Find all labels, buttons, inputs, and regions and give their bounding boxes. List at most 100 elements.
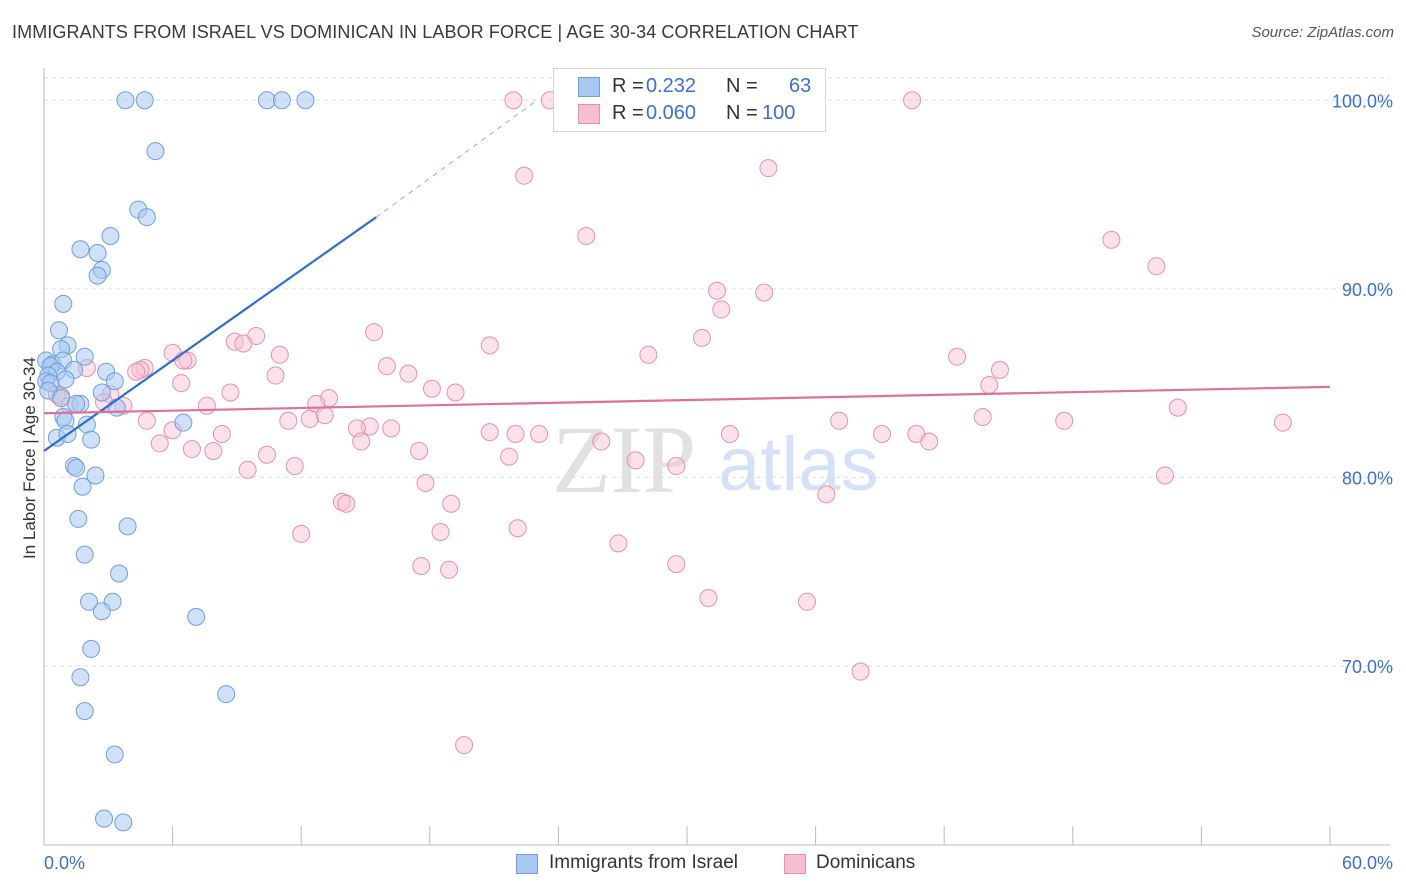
y-tick-label: 70.0% xyxy=(1342,657,1393,677)
dominican-point xyxy=(1102,230,1121,249)
dominican-point xyxy=(204,441,223,460)
dominican-point xyxy=(182,440,201,459)
israel-point xyxy=(88,266,107,285)
legend-n-label: N = xyxy=(726,75,758,97)
israel-point xyxy=(67,394,86,413)
dominican-point xyxy=(903,91,922,110)
israel-point xyxy=(82,639,101,658)
dominican-point xyxy=(442,494,461,513)
legend-r-label: R = xyxy=(612,75,644,97)
israel-point xyxy=(174,413,193,432)
israel-point xyxy=(54,294,73,313)
dominican-point xyxy=(948,347,967,366)
dominican-point xyxy=(504,91,523,110)
israel-trend-extension xyxy=(375,99,538,218)
israel-point xyxy=(137,208,156,227)
dominican-point xyxy=(257,445,276,464)
dominican-point xyxy=(197,396,216,415)
dominican-point xyxy=(530,424,549,443)
israel-point xyxy=(187,607,206,626)
bottom-legend-label-dominicans: Dominicans xyxy=(816,852,916,873)
grid-lines xyxy=(44,77,1390,667)
dominican-point xyxy=(712,300,731,319)
dominican-point xyxy=(817,485,836,504)
dominican-point xyxy=(440,560,459,579)
israel-point xyxy=(92,383,111,402)
israel-point xyxy=(257,91,276,110)
dominican-point xyxy=(873,424,892,443)
israel-point xyxy=(105,372,124,391)
legend-n-value: 63 xyxy=(789,75,812,97)
dominican-point xyxy=(626,451,645,470)
dominican-point xyxy=(1147,257,1166,276)
source-label: Source: ZipAtlas.com xyxy=(1251,24,1394,41)
israel-point xyxy=(69,509,88,528)
dominican-point xyxy=(137,411,156,430)
dominican-point xyxy=(980,375,999,394)
x-tick-label: 60.0% xyxy=(1342,853,1393,873)
dominican-point xyxy=(851,662,870,681)
israel-point xyxy=(86,466,105,485)
dominican-point xyxy=(480,423,499,442)
y-tick-label: 90.0% xyxy=(1342,280,1393,300)
dominican-point xyxy=(337,494,356,513)
dominican-point xyxy=(639,345,658,364)
legend-n-label: N = xyxy=(726,102,758,124)
dominican-point xyxy=(174,351,193,370)
dominican-point xyxy=(150,434,169,453)
tick-labels: 70.0% 80.0% 90.0% 100.0% 0.0% 60.0% xyxy=(44,91,1393,873)
dominican-point xyxy=(377,357,396,376)
israel-point xyxy=(95,809,114,828)
israel-point xyxy=(50,321,69,340)
israel-point xyxy=(71,240,90,259)
dominican-point xyxy=(365,323,384,342)
dominican-point xyxy=(592,432,611,451)
dominican-point xyxy=(292,524,311,543)
dominican-point xyxy=(1273,413,1292,432)
axes xyxy=(43,68,1390,846)
x-tick-label: 0.0% xyxy=(44,853,85,873)
israel-point xyxy=(116,91,135,110)
legend-row-dominicans: R = 0.060 N = 100 xyxy=(554,101,825,127)
dominican-point xyxy=(221,383,240,402)
dominican-point xyxy=(1168,398,1187,417)
israel-point xyxy=(75,702,94,721)
dominican-point xyxy=(178,351,197,370)
dominican-point xyxy=(279,411,298,430)
dominican-point xyxy=(416,474,435,493)
dominican-point xyxy=(455,736,474,755)
dominican-point xyxy=(990,360,1009,379)
israel-point xyxy=(67,458,86,477)
legend-r-label: R = xyxy=(612,102,644,124)
series-israel xyxy=(37,91,315,832)
israel-point xyxy=(105,745,124,764)
dominican-point xyxy=(352,432,371,451)
dominican-point xyxy=(212,424,231,443)
dominican-point xyxy=(720,424,739,443)
dominican-point xyxy=(127,362,146,381)
israel-point xyxy=(75,347,94,366)
dominican-point xyxy=(920,432,939,451)
dominican-point xyxy=(1155,466,1174,485)
dominican-point xyxy=(500,447,519,466)
israel-point xyxy=(135,91,154,110)
dominican-point xyxy=(759,159,778,178)
dominican-point xyxy=(410,441,429,460)
dominican-point xyxy=(1055,411,1074,430)
israel-point xyxy=(101,227,120,246)
dominican-point xyxy=(315,406,334,425)
legend-r-value: 0.232 xyxy=(646,75,697,97)
bottom-legend-swatch-israel xyxy=(516,854,538,874)
bottom-legend-label-israel: Immigrants from Israel xyxy=(549,852,738,873)
dominican-point xyxy=(234,334,253,353)
dominican-point xyxy=(667,555,686,574)
stats-legend: R = 0.232 N = 63 R = 0.060 N = 100 xyxy=(553,68,826,132)
dominican-point xyxy=(506,424,525,443)
israel-point xyxy=(71,668,90,687)
dominican-point xyxy=(412,556,431,575)
dominican-point xyxy=(609,534,628,553)
israel-point xyxy=(80,592,99,611)
dominican-point xyxy=(515,166,534,185)
watermark-zip: ZIP xyxy=(552,406,696,513)
legend-swatch-dominicans xyxy=(578,104,600,124)
